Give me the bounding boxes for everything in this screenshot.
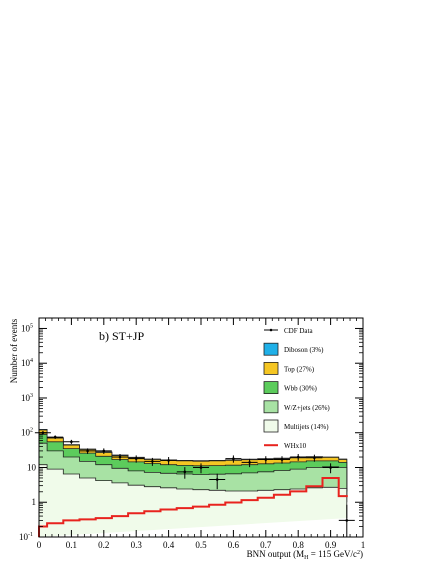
y-tick-label: 1	[32, 497, 37, 507]
data-point	[95, 448, 112, 454]
legend: CDF Data Diboson (3%) Top (27%) Wbb (30%) W/…	[263, 327, 330, 450]
legend-label: WHx10	[284, 442, 307, 450]
data-point	[306, 454, 323, 462]
legend-item: W/Z+jets (26%)	[263, 400, 330, 414]
legend-item: CDF Data	[264, 327, 313, 335]
legend-item: WHx10	[264, 442, 307, 450]
y-tick-label: 102	[21, 428, 33, 438]
x-tick-label: 0.7	[260, 540, 272, 550]
data-point	[160, 457, 177, 465]
x-tick-label: 1	[361, 540, 366, 550]
legend-label: Diboson (3%)	[284, 346, 324, 354]
x-tick-label: 0.1	[66, 540, 77, 550]
data-point	[79, 448, 96, 454]
legend-item: Wbb (30%)	[263, 381, 318, 395]
signal-line	[38, 477, 348, 537]
x-tick-label: 0.3	[131, 540, 143, 550]
legend-swatch	[263, 419, 279, 433]
data-point	[338, 504, 355, 537]
data-point	[63, 439, 80, 444]
data-point	[274, 456, 290, 464]
x-tick-label: 0.4	[163, 540, 175, 550]
x-tick-label: 0.5	[195, 540, 207, 550]
data-point	[225, 455, 242, 463]
x-tick-label: 0	[37, 540, 42, 550]
data-point	[241, 458, 258, 468]
y-tick-label: 10	[27, 462, 37, 472]
panel-label: b) ST+JP	[99, 329, 144, 343]
legend-item: Diboson (3%)	[263, 342, 324, 356]
x-tick-label: 0.2	[98, 540, 109, 550]
x-tick-label: 0.8	[293, 540, 305, 550]
data-point	[257, 456, 274, 464]
signal-histogram	[38, 477, 348, 537]
y-tick-label: 104	[21, 358, 33, 368]
y-axis-label: Number of events	[9, 318, 19, 383]
data-point	[322, 463, 339, 474]
axes: 0 0.1 0.2 0.3 0.4 0.5 0.6 0.7 0.8 0.9 1 10-1 1 10 102 1…	[19, 317, 366, 550]
data-point	[193, 463, 209, 474]
y-tick-label: 105	[21, 323, 33, 333]
x-tick-label: 0.6	[228, 540, 240, 550]
data-point	[290, 453, 307, 461]
legend-label: Top (27%)	[284, 365, 315, 373]
y-tick-label: 103	[21, 393, 33, 403]
data-point	[128, 455, 145, 463]
legend-label: Multijets (14%)	[284, 423, 329, 431]
legend-swatch	[263, 400, 279, 414]
legend-label: W/Z+jets (26%)	[284, 404, 330, 412]
data-point	[47, 435, 64, 439]
data-point	[144, 457, 161, 466]
y-tick-label: 10-1	[19, 532, 33, 542]
legend-item: Top (27%)	[263, 361, 315, 375]
data-point	[209, 473, 226, 490]
data-point	[112, 453, 128, 461]
legend-swatch	[263, 361, 279, 375]
x-tick-label: 0.9	[325, 540, 337, 550]
x-axis-label: BNN output (MH = 115 GeV/c2)	[247, 549, 363, 561]
legend-label: Wbb (30%)	[284, 385, 318, 393]
legend-label: CDF Data	[284, 327, 313, 335]
legend-swatch	[263, 381, 279, 395]
legend-swatch	[263, 342, 279, 356]
data-point	[176, 467, 193, 479]
legend-item: Multijets (14%)	[263, 419, 329, 433]
